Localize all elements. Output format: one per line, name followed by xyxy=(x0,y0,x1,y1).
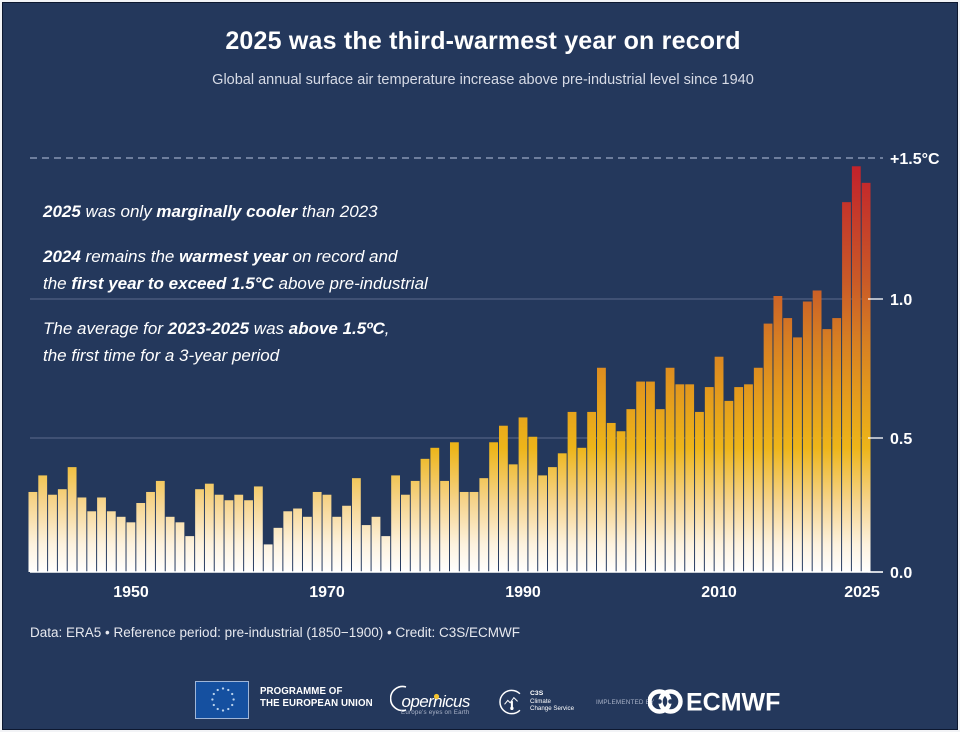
svg-text:1990: 1990 xyxy=(505,584,541,601)
svg-text:+1.5°C: +1.5°C xyxy=(890,151,940,168)
svg-text:1.0: 1.0 xyxy=(890,292,912,309)
svg-text:0.5: 0.5 xyxy=(890,431,912,448)
svg-text:2010: 2010 xyxy=(701,584,737,601)
svg-text:2025: 2025 xyxy=(844,584,880,601)
svg-text:0.0: 0.0 xyxy=(890,565,912,582)
svg-text:ECMWF: ECMWF xyxy=(686,689,780,716)
svg-text:1950: 1950 xyxy=(113,584,149,601)
svg-text:1970: 1970 xyxy=(309,584,345,601)
